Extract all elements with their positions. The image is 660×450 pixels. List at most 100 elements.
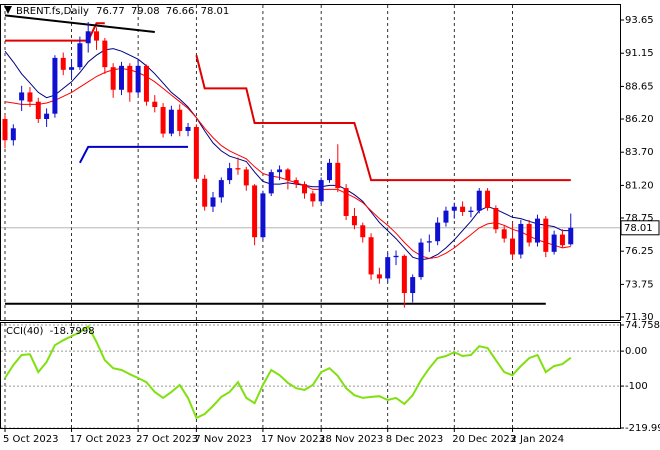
x-tick-label: 8 Dec 2023 <box>386 434 444 445</box>
candle-body <box>202 178 208 207</box>
candle-body <box>135 65 141 93</box>
candle-body <box>252 185 258 238</box>
y-tick-label: -100 <box>625 381 648 392</box>
y-tick-label: 74.7584 <box>625 320 660 331</box>
candle-body <box>310 193 316 202</box>
candle-body <box>243 169 249 186</box>
candle-body <box>460 206 466 212</box>
candle-body <box>485 190 491 209</box>
x-tick-label: 20 Dec 2023 <box>452 434 516 445</box>
candle-body <box>60 57 66 70</box>
chart-title: BRENT.fs,Daily <box>16 6 89 17</box>
y-tick-label: 88.65 <box>625 81 654 92</box>
candle-body <box>526 223 532 243</box>
candle-body <box>110 67 116 90</box>
candle-body <box>168 109 174 134</box>
candle-body <box>376 274 382 279</box>
candle-body <box>451 206 457 211</box>
candle-body <box>2 118 8 141</box>
candle-body <box>227 168 233 181</box>
x-tick-label: 27 Oct 2023 <box>136 434 198 445</box>
header-open: 76.77 <box>96 6 125 17</box>
candle-body <box>468 210 474 212</box>
trend-line <box>79 145 188 164</box>
candle-body <box>177 109 183 131</box>
indicator-value: -18.7998 <box>50 326 95 337</box>
candle-body <box>543 218 549 252</box>
candle-body <box>10 128 16 141</box>
y-tick-label: 73.75 <box>625 279 654 290</box>
candle-body <box>118 65 124 90</box>
y-tick-label: -219.996 <box>625 423 660 434</box>
candle-body <box>501 229 507 239</box>
candle-body <box>52 57 58 114</box>
y-tick-label: 76.25 <box>625 246 654 257</box>
cci-pane <box>0 322 621 429</box>
header-close: 78.01 <box>201 6 230 17</box>
candle-body <box>218 180 224 198</box>
x-tick-label: 7 Nov 2023 <box>194 434 252 445</box>
candle-body <box>343 188 349 216</box>
current-price-label: 78.01 <box>624 223 653 234</box>
candle-body <box>44 113 50 119</box>
candle-body <box>102 40 108 68</box>
y-tick-label: 91.15 <box>625 48 654 59</box>
candle-body <box>360 225 366 238</box>
candle-body <box>335 162 341 189</box>
candle-body <box>77 43 83 68</box>
header-icon <box>4 6 12 14</box>
candle-body <box>534 218 540 243</box>
candle-body <box>443 210 449 223</box>
x-tick-label: 17 Oct 2023 <box>70 434 132 445</box>
candle-body <box>85 31 91 44</box>
candle-body <box>318 180 324 202</box>
y-tick-label: 81.20 <box>625 180 654 191</box>
header: BRENT.fs,Daily 76.77 79.08 76.66 78.01 <box>16 6 229 17</box>
candle-body <box>35 101 41 119</box>
candle-body <box>385 257 391 279</box>
y-tick-label: 86.20 <box>625 114 654 125</box>
candle-body <box>27 92 33 102</box>
candle-body <box>160 107 166 134</box>
candle-body <box>559 234 565 246</box>
candle-body <box>426 241 432 243</box>
candle-body <box>143 65 149 102</box>
candle-body <box>518 223 524 255</box>
x-tick-label: 28 Nov 2023 <box>319 434 383 445</box>
trend-line <box>4 14 155 33</box>
candle-body <box>435 222 441 242</box>
indicator-title: CCI(40) <box>6 326 44 337</box>
candle-body <box>410 277 416 294</box>
y-tick-label: 71.30 <box>625 312 654 323</box>
candle-body <box>551 234 557 252</box>
candle-body <box>368 237 374 275</box>
candle-body <box>185 126 191 131</box>
header-high: 79.08 <box>131 6 160 17</box>
header-low: 76.66 <box>166 6 195 17</box>
candle-body <box>193 126 199 179</box>
candle-body <box>268 172 274 194</box>
candle-body <box>401 255 407 294</box>
y-tick-label: 93.65 <box>625 15 654 26</box>
candle-body <box>302 184 308 194</box>
candle-body <box>210 197 216 207</box>
candle-body <box>476 190 482 211</box>
candle-body <box>19 92 25 101</box>
x-tick-label: 2 Jan 2024 <box>511 434 565 445</box>
y-tick-label: 0.00 <box>625 346 647 357</box>
candle-body <box>94 31 100 41</box>
indicator-label: CCI(40) -18.7998 <box>6 326 95 337</box>
x-tick-label: 5 Oct 2023 <box>3 434 58 445</box>
candle-body <box>152 101 158 108</box>
x-tick-label: 17 Nov 2023 <box>261 434 325 445</box>
candle-body <box>493 208 499 230</box>
candle-body <box>510 238 516 255</box>
candle-body <box>393 255 399 258</box>
candle-body <box>285 169 291 181</box>
price-pane <box>0 4 621 321</box>
y-tick-label: 83.70 <box>625 147 654 158</box>
candle-body <box>260 193 266 238</box>
candle-body <box>568 227 574 245</box>
